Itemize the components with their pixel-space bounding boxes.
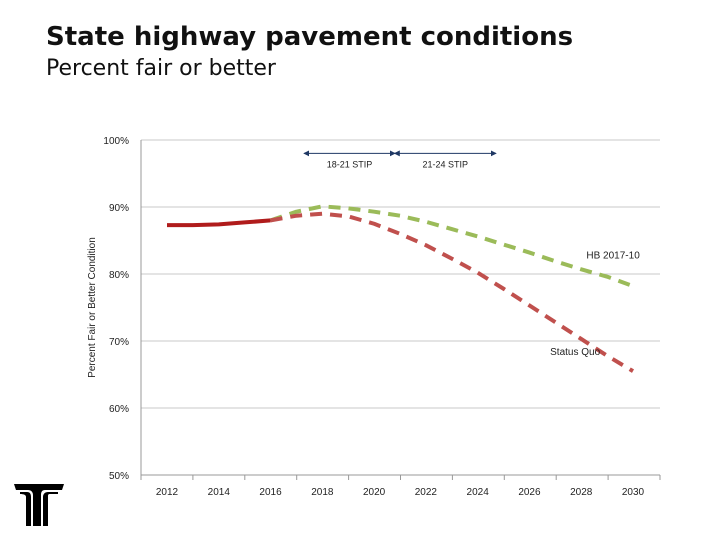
y-tick-label: 70% xyxy=(109,337,129,348)
x-tick-label: 2024 xyxy=(467,487,490,498)
series-line-hb-2017-10 xyxy=(269,204,634,288)
page-title: State highway pavement conditions xyxy=(46,22,574,52)
series-line-status-quo xyxy=(270,211,635,373)
y-tick-label: 80% xyxy=(109,270,129,281)
x-tick-label: 2028 xyxy=(570,487,593,498)
x-tick-label: 2014 xyxy=(208,487,231,498)
x-tick-label: 2020 xyxy=(363,487,386,498)
x-tick-label: 2016 xyxy=(259,487,282,498)
y-tick-label: 100% xyxy=(103,136,129,147)
series-line-actual xyxy=(167,218,271,228)
y-axis-label: Percent Fair or Better Condition xyxy=(87,237,98,378)
stip-range-label: 21-24 STIP xyxy=(423,159,469,169)
series-label: HB 2017-10 xyxy=(586,251,640,262)
stip-range-label: 18-21 STIP xyxy=(327,159,373,169)
x-tick-label: 2018 xyxy=(311,487,334,498)
y-tick-label: 90% xyxy=(109,203,129,214)
y-tick-label: 50% xyxy=(109,471,129,482)
y-tick-label: 60% xyxy=(109,404,129,415)
x-tick-label: 2026 xyxy=(518,487,541,498)
x-tick-label: 2012 xyxy=(156,487,179,498)
x-tick-label: 2030 xyxy=(622,487,645,498)
page-subtitle: Percent fair or better xyxy=(46,56,276,81)
x-tick-label: 2022 xyxy=(415,487,438,498)
odot-logo xyxy=(14,484,64,526)
series-label: Status Quo xyxy=(550,347,600,358)
